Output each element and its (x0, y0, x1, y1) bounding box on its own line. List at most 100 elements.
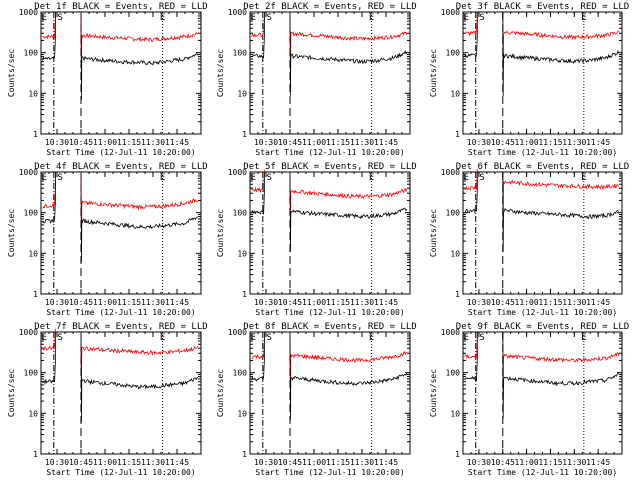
x-tick-label: 10:45 (278, 458, 302, 467)
y-axis-label: Counts/sec (7, 369, 16, 417)
marker-s: S (266, 333, 271, 343)
x-axis-label: Start Time (12-Jul-11 10:20:00) (46, 308, 195, 317)
panel-title: Det 7f BLACK = Events, RED = LLD (34, 322, 207, 332)
panel-title: Det 5f BLACK = Events, RED = LLD (243, 162, 416, 172)
series-line-events (42, 171, 198, 263)
y-tick-label: 1000 (228, 328, 247, 337)
detector-panel-5: Det 5f BLACK = Events, RED = LLD 1 10 100 10… (216, 162, 417, 317)
y-tick-label: 100 (233, 49, 248, 58)
series-line-events (251, 331, 408, 420)
marker-e-start: E (41, 173, 46, 183)
x-tick-label: 10:30 (254, 458, 278, 467)
x-tick-label: 11:15 (538, 138, 562, 147)
x-tick-label: 11:15 (326, 138, 350, 147)
x-tick-label: 10:45 (491, 458, 515, 467)
x-axis-label: Start Time (12-Jul-11 10:20:00) (46, 148, 195, 157)
y-tick-label: 1000 (441, 168, 460, 177)
x-tick-label: 11:45 (374, 458, 398, 467)
x-tick-label: 11:30 (562, 138, 586, 147)
marker-s: S (266, 173, 271, 183)
marker-s: S (266, 13, 271, 23)
y-tick-label: 100 (24, 369, 39, 378)
x-axis-label: Start Time (12-Jul-11 10:20:00) (255, 308, 404, 317)
series-line-events (42, 331, 199, 423)
marker-e-start: E (463, 13, 468, 23)
series-line-events (464, 171, 620, 252)
y-tick-label: 1 (33, 290, 38, 299)
series-line-lld (42, 171, 199, 248)
x-tick-label: 10:45 (491, 138, 515, 147)
series-line-lld (464, 11, 620, 74)
x-tick-label: 11:00 (515, 138, 539, 147)
x-tick-label: 11:45 (586, 138, 610, 147)
detector-panel-9: Det 9f BLACK = Events, RED = LLD 1 10 100 10… (429, 322, 629, 477)
marker-e-end: E (581, 13, 586, 23)
x-tick-label: 11:30 (141, 138, 165, 147)
y-tick-label: 1000 (19, 8, 38, 17)
x-tick-label: 11:30 (141, 298, 165, 307)
y-tick-label: 1000 (19, 328, 38, 337)
y-tick-label: 10 (450, 249, 460, 258)
y-tick-label: 100 (233, 369, 248, 378)
panel-title: Det 4f BLACK = Events, RED = LLD (34, 162, 207, 172)
y-tick-label: 100 (446, 49, 461, 58)
marker-s: S (479, 173, 484, 183)
x-tick-label: 11:30 (562, 298, 586, 307)
y-tick-label: 1000 (19, 168, 38, 177)
marker-e-end: E (581, 173, 586, 183)
y-tick-label: 1 (455, 450, 460, 459)
x-tick-label: 11:15 (538, 298, 562, 307)
y-axis-label: Counts/sec (216, 209, 225, 257)
marker-e-start: E (463, 173, 468, 183)
panel-title: Det 6f BLACK = Events, RED = LLD (456, 162, 629, 172)
y-tick-label: 10 (450, 409, 460, 418)
x-tick-label: 11:00 (302, 298, 326, 307)
x-tick-label: 10:30 (467, 138, 491, 147)
marker-e-end: E (369, 333, 374, 343)
y-tick-label: 100 (446, 369, 461, 378)
x-axis-label: Start Time (12-Jul-11 10:20:00) (468, 148, 617, 157)
x-tick-label: 10:45 (491, 298, 515, 307)
detector-panel-3: Det 3f BLACK = Events, RED = LLD 1 10 100 10… (429, 2, 629, 157)
series-line-lld (251, 331, 408, 398)
marker-s: S (57, 333, 62, 343)
x-tick-label: 11:30 (350, 138, 374, 147)
y-tick-label: 1 (242, 290, 247, 299)
x-tick-label: 11:00 (302, 138, 326, 147)
series-line-events (464, 331, 619, 419)
y-tick-label: 100 (233, 209, 248, 218)
detector-panel-6: Det 6f BLACK = Events, RED = LLD 1 10 100 10… (429, 162, 629, 317)
y-tick-label: 1000 (441, 328, 460, 337)
y-tick-label: 100 (24, 49, 39, 58)
x-tick-label: 11:00 (93, 138, 117, 147)
marker-e-start: E (41, 13, 46, 23)
y-tick-label: 1000 (441, 8, 460, 17)
y-tick-label: 1 (242, 130, 247, 139)
x-tick-label: 11:15 (538, 458, 562, 467)
panel-title: Det 3f BLACK = Events, RED = LLD (456, 2, 629, 12)
x-tick-label: 11:00 (302, 458, 326, 467)
x-tick-label: 11:15 (326, 458, 350, 467)
x-tick-label: 11:45 (165, 138, 189, 147)
x-tick-label: 11:45 (165, 298, 189, 307)
detector-panel-1: Det 1f BLACK = Events, RED = LLD 1 10 100 10… (7, 2, 208, 157)
x-tick-label: 10:30 (254, 298, 278, 307)
y-tick-label: 10 (237, 89, 247, 98)
x-tick-label: 11:00 (515, 298, 539, 307)
marker-e-end: E (160, 13, 165, 23)
detector-panel-7: Det 7f BLACK = Events, RED = LLD 1 10 100 10… (7, 322, 208, 477)
x-tick-label: 10:30 (45, 138, 69, 147)
y-tick-label: 10 (28, 249, 38, 258)
plot-frame (40, 171, 202, 295)
plot-frame (249, 331, 411, 455)
x-tick-label: 11:15 (326, 298, 350, 307)
detector-panel-8: Det 8f BLACK = Events, RED = LLD 1 10 100 10… (216, 322, 417, 477)
x-tick-label: 11:45 (165, 458, 189, 467)
y-tick-label: 1000 (228, 168, 247, 177)
y-tick-label: 10 (450, 89, 460, 98)
panel-title: Det 9f BLACK = Events, RED = LLD (456, 322, 629, 332)
marker-e-start: E (463, 333, 468, 343)
series-line-lld (251, 11, 408, 76)
x-tick-label: 10:45 (278, 298, 302, 307)
